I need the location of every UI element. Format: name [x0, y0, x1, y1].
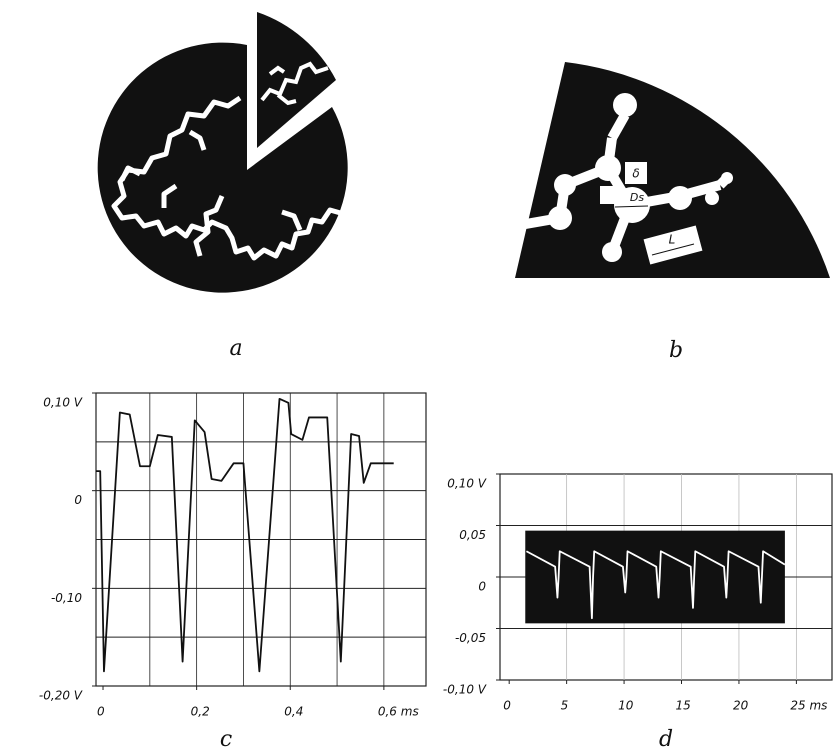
x-tick-label: 0: [97, 705, 105, 719]
panel-label: a: [229, 336, 242, 361]
y-tick-label: 0,05: [459, 528, 486, 542]
panel-label: c: [220, 727, 232, 752]
y-tick-label: -0,20 V: [39, 689, 83, 703]
x-tick-label: 20: [733, 699, 749, 713]
x-tick-label: 0,6 ms: [378, 705, 419, 719]
panel-a-diagram: a: [98, 12, 362, 361]
x-tick-label: 10: [618, 699, 634, 713]
length-label: L: [669, 233, 676, 247]
panel-label: d: [659, 727, 673, 752]
panel-label: b: [669, 338, 683, 363]
signal-band: [525, 531, 785, 624]
signal-line: [96, 399, 394, 671]
label-box: [600, 186, 618, 204]
x-tick-label: 0,2: [191, 705, 210, 719]
x-tick-label: 25 ms: [790, 699, 827, 713]
diameter-label: Ds: [630, 191, 644, 204]
gap-label: δ: [632, 167, 639, 181]
y-tick-label: -0,05: [455, 631, 486, 645]
x-tick-label: 15: [676, 699, 691, 713]
x-tick-label: 5: [561, 699, 569, 713]
x-tick-label: 0,4: [284, 705, 303, 719]
y-tick-label: 0: [478, 580, 486, 594]
y-tick-label: -0,10: [51, 591, 82, 605]
figure: a δ Ds L b 0,10 V 0 -0,10 -0,20 V 0 0,2 0,4 0,6…: [0, 0, 834, 752]
y-tick-label: 0,10 V: [43, 396, 83, 410]
panel-b-diagram: δ Ds L b: [515, 62, 830, 363]
y-tick-label: 0: [74, 493, 82, 507]
x-tick-label: 0: [503, 699, 511, 713]
y-tick-label: -0,10 V: [443, 683, 487, 697]
y-tick-label: 0,10 V: [447, 477, 487, 491]
